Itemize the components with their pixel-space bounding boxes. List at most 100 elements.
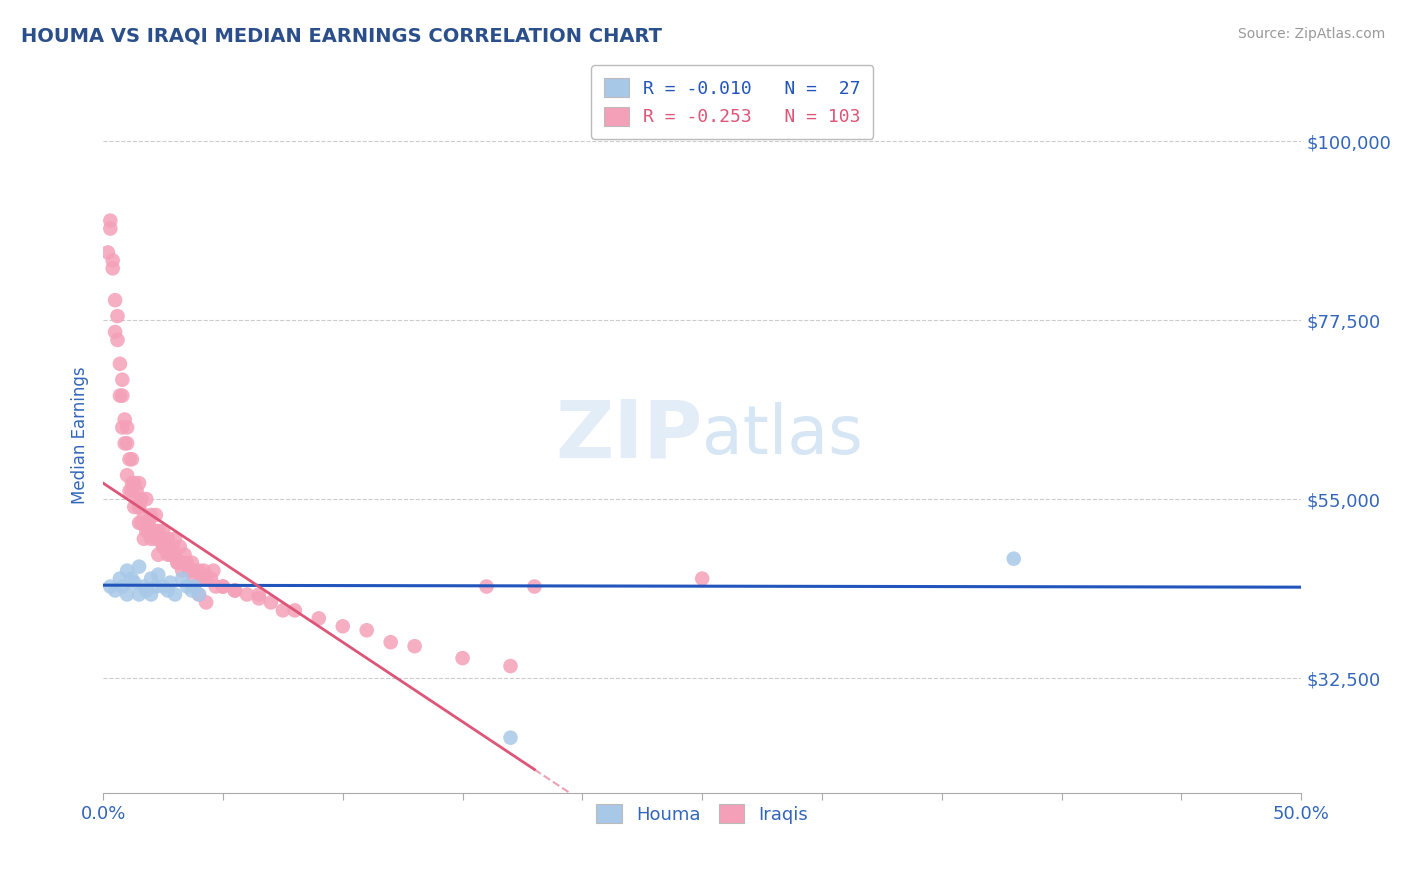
Point bbox=[128, 476, 150, 491]
Point bbox=[115, 436, 138, 450]
Point bbox=[202, 564, 225, 578]
Point bbox=[172, 564, 194, 578]
Point bbox=[148, 567, 170, 582]
Point bbox=[125, 484, 148, 499]
Point bbox=[166, 556, 188, 570]
Legend: Houma, Iraqis: Houma, Iraqis bbox=[585, 793, 818, 834]
Point bbox=[236, 587, 259, 601]
Point bbox=[180, 556, 202, 570]
Point bbox=[128, 516, 150, 530]
Point bbox=[179, 564, 201, 578]
Point bbox=[176, 556, 198, 570]
Point bbox=[111, 420, 134, 434]
Point bbox=[188, 587, 211, 601]
Point bbox=[404, 639, 426, 653]
Point bbox=[115, 587, 138, 601]
Point bbox=[108, 389, 131, 403]
Point bbox=[271, 603, 294, 617]
Point bbox=[156, 532, 179, 546]
Point bbox=[121, 484, 143, 499]
Point bbox=[124, 476, 146, 491]
Point bbox=[131, 491, 153, 506]
Point bbox=[224, 583, 246, 598]
Point bbox=[212, 580, 235, 594]
Point bbox=[139, 587, 162, 601]
Point bbox=[108, 572, 131, 586]
Point bbox=[475, 580, 498, 594]
Point bbox=[204, 580, 226, 594]
Point bbox=[104, 583, 127, 598]
Point bbox=[499, 659, 522, 673]
Point bbox=[183, 564, 205, 578]
Point bbox=[135, 491, 157, 506]
Point bbox=[1002, 551, 1025, 566]
Point bbox=[155, 540, 177, 554]
Point bbox=[118, 484, 141, 499]
Point bbox=[247, 587, 270, 601]
Point bbox=[247, 591, 270, 606]
Point bbox=[101, 261, 124, 276]
Point bbox=[142, 524, 165, 538]
Y-axis label: Median Earnings: Median Earnings bbox=[72, 367, 89, 504]
Point bbox=[148, 532, 170, 546]
Point bbox=[193, 564, 215, 578]
Point bbox=[195, 595, 218, 609]
Point bbox=[148, 524, 170, 538]
Point bbox=[156, 548, 179, 562]
Point bbox=[115, 564, 138, 578]
Point bbox=[121, 476, 143, 491]
Point bbox=[156, 583, 179, 598]
Point bbox=[128, 587, 150, 601]
Point bbox=[163, 532, 186, 546]
Point bbox=[128, 500, 150, 514]
Point bbox=[183, 580, 205, 594]
Point bbox=[114, 412, 136, 426]
Point bbox=[356, 624, 378, 638]
Point bbox=[190, 572, 212, 586]
Point bbox=[188, 587, 211, 601]
Point bbox=[135, 583, 157, 598]
Point bbox=[690, 572, 713, 586]
Point bbox=[260, 595, 283, 609]
Point bbox=[142, 524, 165, 538]
Point bbox=[111, 580, 134, 594]
Point bbox=[101, 253, 124, 268]
Point bbox=[98, 213, 121, 227]
Point bbox=[139, 532, 162, 546]
Point bbox=[159, 575, 181, 590]
Point bbox=[131, 516, 153, 530]
Point bbox=[172, 556, 194, 570]
Point bbox=[195, 572, 218, 586]
Point bbox=[162, 548, 184, 562]
Point bbox=[111, 373, 134, 387]
Point bbox=[115, 420, 138, 434]
Point bbox=[125, 491, 148, 506]
Point bbox=[124, 500, 146, 514]
Text: HOUMA VS IRAQI MEDIAN EARNINGS CORRELATION CHART: HOUMA VS IRAQI MEDIAN EARNINGS CORRELATI… bbox=[21, 27, 662, 45]
Point bbox=[148, 548, 170, 562]
Point bbox=[176, 580, 198, 594]
Point bbox=[145, 532, 167, 546]
Point bbox=[104, 325, 127, 339]
Point bbox=[132, 580, 155, 594]
Point bbox=[128, 500, 150, 514]
Point bbox=[104, 293, 127, 308]
Point bbox=[135, 524, 157, 538]
Point bbox=[124, 575, 146, 590]
Point bbox=[163, 587, 186, 601]
Point bbox=[172, 572, 194, 586]
Point bbox=[152, 524, 174, 538]
Point bbox=[159, 548, 181, 562]
Point bbox=[188, 564, 211, 578]
Point bbox=[108, 357, 131, 371]
Point bbox=[169, 540, 191, 554]
Point bbox=[284, 603, 307, 617]
Point bbox=[162, 540, 184, 554]
Point bbox=[523, 580, 546, 594]
Point bbox=[97, 245, 120, 260]
Text: Source: ZipAtlas.com: Source: ZipAtlas.com bbox=[1237, 27, 1385, 41]
Point bbox=[145, 508, 167, 522]
Point bbox=[180, 583, 202, 598]
Point bbox=[212, 580, 235, 594]
Point bbox=[200, 572, 222, 586]
